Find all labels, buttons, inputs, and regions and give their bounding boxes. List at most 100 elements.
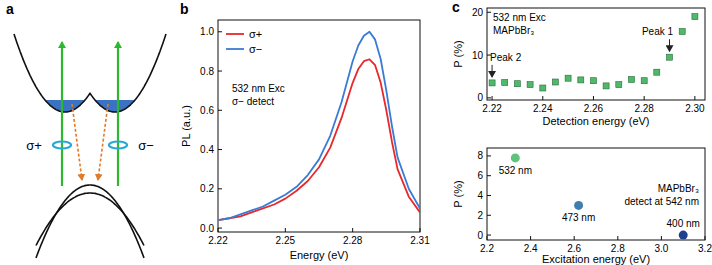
point bbox=[527, 82, 533, 88]
x-axis-label: Detection energy (eV) bbox=[543, 115, 650, 127]
x-tick bbox=[285, 228, 286, 232]
x-tick-label: 2.25 bbox=[276, 235, 296, 246]
y-tick-label: 0 bbox=[477, 230, 483, 241]
x-axis-label: Excitation energy (eV) bbox=[542, 253, 650, 265]
polarization-label: σ+ bbox=[26, 138, 42, 153]
y-tick-label: 20 bbox=[472, 7, 484, 18]
panel-label: a bbox=[6, 1, 14, 17]
y-tick-label: 0.4 bbox=[200, 144, 214, 155]
y-tick-label: 6 bbox=[477, 170, 483, 181]
circular-polarization bbox=[109, 142, 127, 149]
point bbox=[679, 29, 685, 35]
annotation: σ− detect bbox=[232, 96, 274, 107]
plot-area bbox=[218, 32, 420, 220]
y-tick bbox=[218, 110, 222, 111]
series-line bbox=[218, 32, 420, 220]
panel-label: c bbox=[452, 0, 460, 15]
y-tick-label: 0.2 bbox=[200, 183, 214, 194]
x-tick-label: 2.28 bbox=[634, 103, 654, 114]
peak-arrow bbox=[669, 39, 670, 51]
plot-frame bbox=[487, 8, 705, 100]
peak-label: Peak 1 bbox=[642, 26, 674, 37]
x-tick bbox=[705, 236, 706, 240]
x-tick bbox=[487, 236, 488, 240]
y-tick bbox=[218, 228, 222, 229]
peak-label: Peak 2 bbox=[490, 52, 522, 63]
y-tick bbox=[487, 97, 491, 98]
y-tick-label: 2 bbox=[477, 210, 483, 221]
y-tick bbox=[218, 71, 222, 72]
x-tick bbox=[574, 236, 575, 240]
point bbox=[616, 82, 622, 88]
point bbox=[679, 231, 688, 240]
point bbox=[667, 54, 673, 60]
y-tick bbox=[487, 215, 491, 216]
point bbox=[591, 78, 597, 84]
y-tick bbox=[487, 195, 491, 196]
y-tick-label: 1.0 bbox=[200, 26, 214, 37]
y-axis-label: P (%) bbox=[452, 180, 464, 207]
point bbox=[514, 81, 520, 87]
point bbox=[502, 80, 508, 86]
x-tick bbox=[492, 96, 493, 100]
point bbox=[540, 85, 546, 91]
plot-frame bbox=[218, 20, 420, 232]
labels: 532 nm ExcMAPbBr₃Peak 2Peak 1 bbox=[490, 12, 673, 77]
labels: σ+σ−532 nm Excσ− detect bbox=[226, 28, 285, 107]
point bbox=[489, 80, 495, 86]
legend-label: σ− bbox=[249, 43, 262, 55]
point-label: 532 nm bbox=[499, 165, 532, 176]
circular-polarization bbox=[53, 142, 71, 149]
x-tick-label: 3.2 bbox=[698, 243, 712, 254]
point bbox=[692, 14, 698, 20]
point bbox=[629, 77, 635, 83]
point-label: 473 nm bbox=[562, 212, 595, 223]
x-tick bbox=[530, 236, 531, 240]
chart-0: b2.222.252.282.310.00.20.40.60.81.0Energ… bbox=[180, 1, 430, 261]
point bbox=[565, 75, 571, 81]
y-tick bbox=[487, 235, 491, 236]
point-label: 400 nm bbox=[667, 218, 700, 229]
x-tick-label: 3.0 bbox=[654, 243, 668, 254]
x-tick bbox=[593, 96, 594, 100]
emission-arrow bbox=[72, 104, 82, 180]
y-tick-label: 0.8 bbox=[200, 66, 214, 77]
x-tick bbox=[617, 236, 618, 240]
y-tick-label: 10 bbox=[472, 50, 484, 61]
x-tick-label: 2.22 bbox=[208, 235, 228, 246]
plot-frame bbox=[487, 148, 705, 240]
polarization-label: σ− bbox=[138, 138, 154, 153]
y-tick bbox=[218, 149, 222, 150]
chart-1: c2.222.242.262.282.3001020Detection ener… bbox=[452, 0, 705, 127]
y-tick bbox=[487, 175, 491, 176]
x-tick bbox=[420, 228, 421, 232]
y-tick-label: 0 bbox=[477, 92, 483, 103]
emission-arrow bbox=[98, 104, 108, 180]
x-tick-label: 2.26 bbox=[584, 103, 604, 114]
y-tick bbox=[487, 155, 491, 156]
series-line bbox=[218, 59, 420, 220]
point bbox=[552, 79, 558, 85]
band-diagram: a σ+ σ− bbox=[6, 1, 166, 258]
chart-2: 2.22.42.62.83.03.202468Excitation energy… bbox=[452, 148, 712, 265]
y-tick-label: 4 bbox=[477, 190, 483, 201]
y-tick bbox=[487, 12, 491, 13]
y-tick-label: 0.6 bbox=[200, 105, 214, 116]
x-tick bbox=[661, 236, 662, 240]
peak-arrow bbox=[492, 65, 493, 77]
excitation-arrow bbox=[61, 42, 63, 186]
annotation: 532 nm Exc bbox=[232, 83, 285, 94]
x-tick bbox=[542, 96, 543, 100]
x-tick bbox=[352, 228, 353, 232]
x-tick-label: 2.30 bbox=[685, 103, 705, 114]
y-tick bbox=[218, 31, 222, 32]
figure: aσ+σ−b2.222.252.282.310.00.20.40.60.81.0… bbox=[0, 0, 712, 265]
x-tick-label: 2.4 bbox=[524, 243, 538, 254]
conduction-band bbox=[14, 34, 166, 112]
valence-band bbox=[36, 193, 144, 246]
y-axis-label: PL (a.u.) bbox=[180, 105, 192, 147]
excitation-arrow bbox=[117, 42, 119, 186]
x-tick-label: 2.31 bbox=[410, 235, 430, 246]
point bbox=[574, 201, 583, 210]
point bbox=[511, 153, 520, 162]
